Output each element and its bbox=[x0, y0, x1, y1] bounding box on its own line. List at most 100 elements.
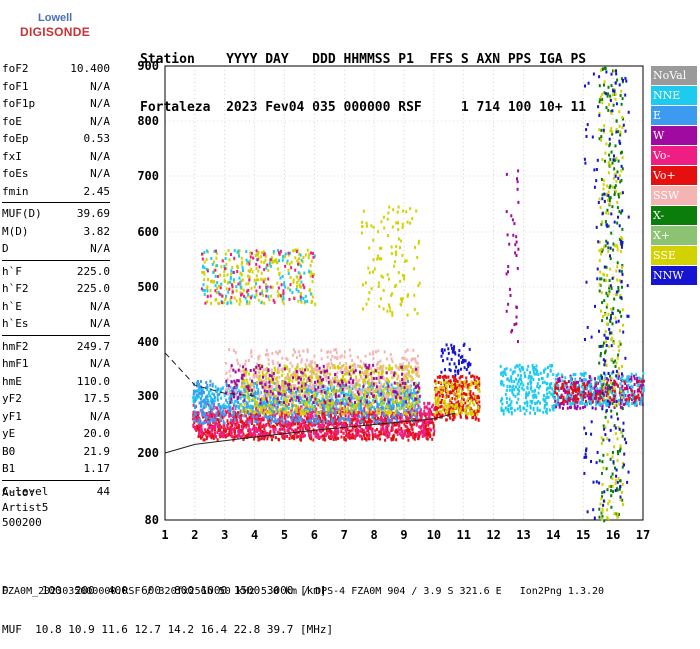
echo-point bbox=[225, 372, 227, 375]
echo-point bbox=[410, 366, 412, 369]
echo-point bbox=[437, 387, 439, 390]
echo-point bbox=[199, 392, 201, 395]
echo-point bbox=[407, 349, 409, 352]
echo-point bbox=[315, 432, 317, 435]
echo-point bbox=[381, 397, 383, 400]
echo-point bbox=[536, 365, 538, 368]
echo-point bbox=[368, 367, 370, 370]
echo-point bbox=[255, 375, 257, 378]
echo-point bbox=[466, 380, 468, 383]
echo-point bbox=[201, 430, 203, 433]
echo-point bbox=[527, 393, 529, 396]
echo-point bbox=[297, 405, 299, 408]
echo-point bbox=[216, 414, 218, 417]
echo-point bbox=[376, 394, 378, 397]
echo-point bbox=[324, 391, 326, 394]
echo-point bbox=[266, 437, 268, 440]
echo-point bbox=[289, 395, 291, 398]
echo-point bbox=[357, 364, 359, 367]
echo-point bbox=[284, 405, 286, 408]
echo-point bbox=[357, 381, 359, 384]
echo-point bbox=[254, 405, 256, 408]
echo-point bbox=[317, 369, 319, 372]
echo-point bbox=[464, 366, 466, 369]
echo-point bbox=[281, 357, 283, 360]
echo-point bbox=[529, 371, 531, 374]
echo-point bbox=[292, 416, 294, 419]
echo-point bbox=[362, 385, 364, 388]
echo-point bbox=[261, 382, 263, 385]
echo-point bbox=[401, 366, 403, 369]
echo-point bbox=[301, 390, 303, 393]
echo-point bbox=[332, 377, 334, 380]
echo-point bbox=[538, 392, 540, 395]
echo-point bbox=[407, 439, 409, 442]
echo-point bbox=[406, 368, 408, 371]
echo-point bbox=[458, 362, 460, 365]
echo-point bbox=[248, 398, 250, 401]
echo-point bbox=[284, 393, 286, 396]
echo-point bbox=[253, 388, 255, 391]
echo-point bbox=[322, 424, 324, 427]
echo-point bbox=[378, 372, 380, 375]
echo-point bbox=[446, 343, 448, 346]
echo-point bbox=[224, 405, 226, 408]
echo-point bbox=[301, 385, 303, 388]
echo-point bbox=[384, 439, 386, 442]
echo-point bbox=[301, 368, 303, 371]
echo-point bbox=[247, 411, 249, 414]
echo-point bbox=[429, 427, 431, 430]
echo-point bbox=[246, 395, 248, 398]
echo-point bbox=[335, 395, 337, 398]
echo-point bbox=[350, 382, 352, 385]
echo-point bbox=[457, 407, 459, 410]
echo-point bbox=[391, 383, 393, 386]
echo-point bbox=[234, 418, 236, 421]
echo-point bbox=[473, 403, 475, 406]
echo-point bbox=[272, 360, 274, 363]
echo-point bbox=[220, 397, 222, 400]
echo-point bbox=[388, 401, 390, 404]
echo-point bbox=[401, 414, 403, 417]
echo-point bbox=[530, 378, 532, 381]
echo-point bbox=[527, 365, 529, 368]
echo-point bbox=[345, 362, 347, 365]
echo-point bbox=[281, 418, 283, 421]
echo-point bbox=[384, 409, 386, 412]
echo-point bbox=[273, 415, 275, 418]
echo-point bbox=[204, 438, 206, 441]
echo-point bbox=[461, 361, 463, 364]
echo-point bbox=[471, 416, 473, 419]
echo-point bbox=[304, 391, 306, 394]
echo-point bbox=[503, 384, 505, 387]
echo-point bbox=[319, 436, 321, 439]
echo-point bbox=[242, 384, 244, 387]
echo-point bbox=[320, 349, 322, 352]
echo-point bbox=[435, 394, 437, 397]
echo-point bbox=[237, 396, 239, 399]
echo-point bbox=[408, 385, 410, 388]
echo-point bbox=[326, 412, 328, 415]
echo-point bbox=[450, 398, 452, 401]
echo-point bbox=[355, 431, 357, 434]
echo-point bbox=[339, 417, 341, 420]
echo-point bbox=[443, 375, 445, 378]
echo-point bbox=[269, 432, 271, 435]
echo-point bbox=[310, 386, 312, 389]
echo-point bbox=[257, 406, 259, 409]
echo-point bbox=[442, 408, 444, 411]
echo-point bbox=[311, 395, 313, 398]
echo-point bbox=[532, 368, 534, 371]
echo-point bbox=[530, 388, 532, 391]
echo-point bbox=[475, 416, 477, 419]
echo-point bbox=[373, 357, 375, 360]
echo-point bbox=[435, 407, 437, 410]
echo-point bbox=[538, 378, 540, 381]
echo-point bbox=[447, 376, 449, 379]
echo-point bbox=[335, 403, 337, 406]
echo-point bbox=[331, 362, 333, 365]
echo-point bbox=[412, 400, 414, 403]
echo-point bbox=[229, 406, 231, 409]
echo-point bbox=[437, 402, 439, 405]
echo-point bbox=[377, 408, 379, 411]
